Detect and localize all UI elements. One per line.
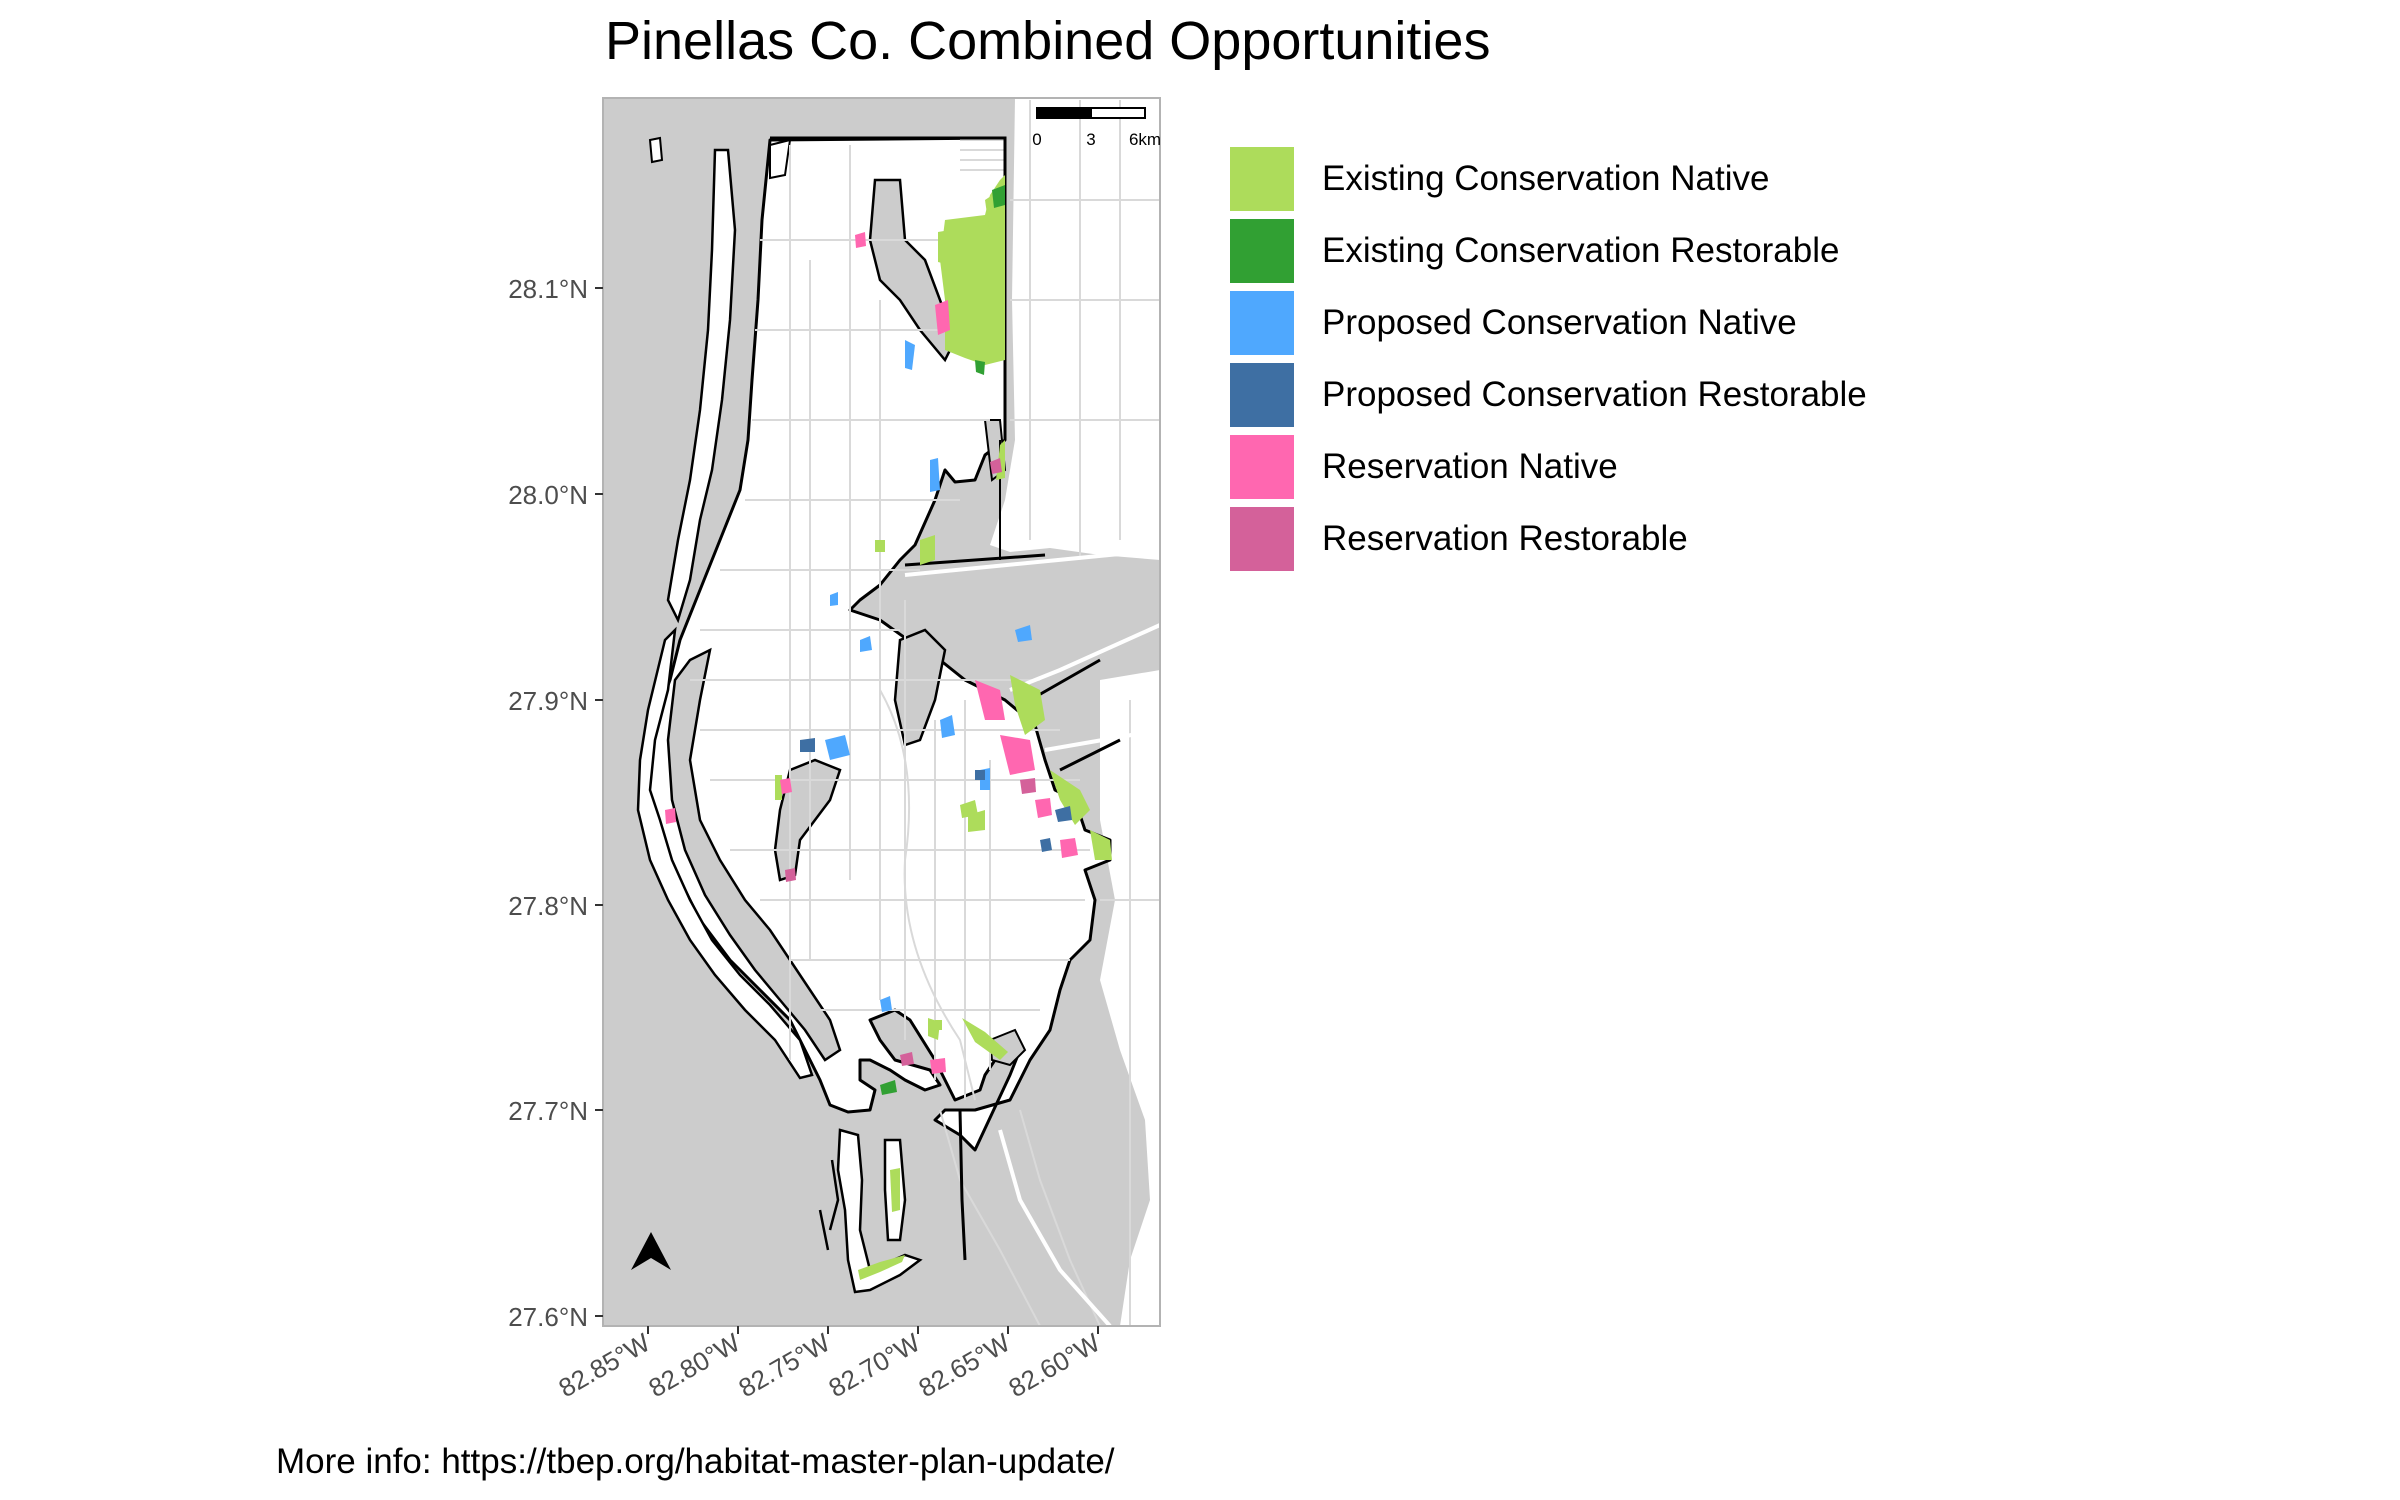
legend-label: Existing Conservation Restorable (1322, 231, 1840, 270)
scale-label-3: 3 (1086, 130, 1095, 149)
existing-conservation-native-area (890, 1168, 900, 1212)
existing-conservation-native-area (875, 540, 885, 552)
lon-tick-label: 82.85°W (553, 1327, 655, 1403)
existing-conservation-restorable-area (992, 185, 1005, 208)
scale-bar: 0 3 6km (1032, 107, 1161, 149)
legend-swatch (1228, 361, 1296, 429)
existing-conservation-restorable-area (975, 360, 985, 375)
proposed-conservation-native-area (930, 458, 940, 492)
reservation-native-area (930, 1058, 946, 1074)
map-title: Pinellas Co. Combined Opportunities (605, 11, 1491, 71)
proposed-conservation-native-area (905, 340, 915, 370)
proposed-conservation-native-area (940, 715, 955, 738)
reservation-native-area (665, 808, 676, 824)
legend-label: Proposed Conservation Restorable (1322, 375, 1867, 414)
legend-item-reservation-native: Reservation Native (1228, 431, 1867, 503)
barrier-island-north (666, 148, 737, 624)
habitat-polygons (665, 175, 1112, 1280)
lat-tick-label: 27.9°N (508, 686, 588, 716)
lon-tick-label: 82.80°W (643, 1327, 745, 1403)
scale-label-6km: 6km (1129, 130, 1161, 149)
proposed-conservation-native-area (1015, 625, 1032, 642)
legend-swatch (1228, 505, 1296, 573)
scale-label-0: 0 (1032, 130, 1041, 149)
barrier-island-south (836, 1128, 923, 1294)
reservation-native-area (935, 300, 950, 335)
island-bay (818, 1159, 840, 1251)
proposed-conservation-native-area (825, 735, 850, 760)
legend-swatch (1228, 145, 1296, 213)
reservation-native-area (1035, 798, 1052, 818)
reservation-restorable-area (1020, 778, 1036, 794)
existing-conservation-native-area (1010, 675, 1045, 735)
legend-item-reservation-restorable: Reservation Restorable (1228, 503, 1867, 575)
lon-tick-label: 82.60°W (1003, 1327, 1105, 1403)
existing-conservation-native-area (1090, 830, 1112, 860)
lat-tick-label: 27.7°N (508, 1096, 588, 1126)
proposed-conservation-restorable-area (800, 738, 815, 752)
existing-conservation-native-area (938, 230, 950, 265)
barrier-island-central (636, 626, 814, 1080)
proposed-conservation-native-area (830, 592, 838, 606)
scale-bar-segment-1 (1036, 107, 1092, 119)
road-network (690, 100, 1160, 1326)
existing-conservation-restorable-area (880, 1080, 897, 1095)
reservation-native-area (1060, 838, 1078, 858)
lon-tick-label: 82.70°W (823, 1327, 925, 1403)
lat-tick-label: 27.6°N (508, 1302, 588, 1332)
latitude-axis (595, 287, 603, 1317)
existing-conservation-native-area (960, 800, 978, 818)
map-panel (603, 98, 1160, 1326)
tampa-bay-inlet (893, 628, 947, 747)
legend-item-existing-conservation-restorable: Existing Conservation Restorable (1228, 215, 1867, 287)
island-west-2 (769, 138, 792, 180)
proposed-conservation-restorable-area (975, 770, 985, 780)
existing-conservation-native-area (775, 775, 782, 800)
causeways (904, 440, 1160, 1326)
legend-item-existing-conservation-native: Existing Conservation Native (1228, 143, 1867, 215)
legend-label: Reservation Native (1322, 447, 1618, 486)
lat-tick-label: 27.8°N (508, 891, 588, 921)
lat-tick-label: 28.0°N (508, 480, 588, 510)
lon-tick-label: 82.65°W (913, 1327, 1015, 1403)
reservation-restorable-area (785, 868, 796, 882)
legend-item-proposed-conservation-restorable: Proposed Conservation Restorable (1228, 359, 1867, 431)
reservation-restorable-area (900, 1052, 914, 1066)
reservation-restorable-area (990, 458, 1002, 474)
proposed-conservation-native-area (880, 996, 892, 1012)
proposed-conservation-restorable-area (1040, 838, 1052, 852)
legend-swatch (1228, 433, 1296, 501)
panel-border (602, 97, 1161, 1327)
existing-conservation-native-area (920, 535, 935, 565)
existing-conservation-native-area (962, 1018, 1008, 1060)
lon-tick-label: 82.75°W (733, 1327, 835, 1403)
legend-swatch (1228, 289, 1296, 357)
mainland-land (990, 98, 1160, 560)
existing-conservation-native-area (1050, 770, 1090, 825)
existing-conservation-native-area (858, 1255, 905, 1280)
legend-swatch (1228, 217, 1296, 285)
legend-label: Proposed Conservation Native (1322, 303, 1797, 342)
island-west-1 (648, 136, 664, 164)
legend-label: Reservation Restorable (1322, 519, 1688, 558)
north-arrow-icon (631, 1232, 671, 1270)
reservation-native-area (1000, 735, 1035, 775)
legend-item-proposed-conservation-native: Proposed Conservation Native (1228, 287, 1867, 359)
reservation-native-area (780, 778, 792, 794)
lat-tick-label: 28.1°N (508, 274, 588, 304)
map-legend: Existing Conservation Native Existing Co… (1228, 143, 1867, 575)
proposed-conservation-restorable-area (1055, 806, 1072, 822)
reservation-native-area (975, 680, 1005, 720)
legend-label: Existing Conservation Native (1322, 159, 1770, 198)
scale-bar-segment-2 (1090, 107, 1146, 119)
proposed-conservation-native-area (860, 636, 872, 652)
caption: More info: https://tbep.org/habitat-mast… (276, 1442, 1115, 1481)
longitude-axis (647, 1326, 1099, 1334)
boca-ciega-bay (666, 647, 842, 1062)
existing-conservation-native-area (935, 1020, 942, 1030)
reservation-native-area (855, 232, 866, 248)
